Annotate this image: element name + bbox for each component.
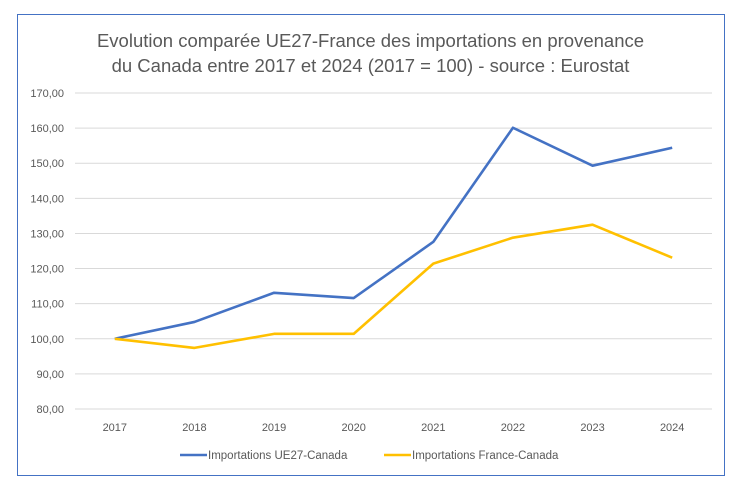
- y-tick-label: 170,00: [30, 88, 64, 100]
- x-tick-label: 2020: [341, 422, 365, 434]
- y-axis-ticks: 80,00 90,00 100,00 110,00 120,00 130,00 140,00…: [30, 88, 64, 416]
- x-axis-ticks: 2017 2018 2019 2020 2021 2022 2023 2024: [103, 422, 685, 434]
- y-tick-label: 110,00: [31, 299, 64, 311]
- x-tick-label: 2024: [660, 422, 684, 434]
- legend-label-2: Importations France-Canada: [412, 450, 559, 462]
- y-tick-label: 150,00: [30, 158, 64, 170]
- series-lines: [114, 126, 673, 350]
- x-tick-label: 2022: [501, 422, 525, 434]
- y-tick-label: 80,00: [36, 404, 64, 416]
- y-tick-label: 160,00: [30, 123, 64, 135]
- y-tick-label: 120,00: [30, 264, 64, 276]
- x-tick-label: 2021: [421, 422, 445, 434]
- x-tick-label: 2018: [182, 422, 206, 434]
- legend: Importations UE27-Canada Importations Fra…: [180, 450, 559, 462]
- x-tick-label: 2017: [103, 422, 127, 434]
- x-tick-label: 2023: [580, 422, 604, 434]
- y-tick-label: 100,00: [30, 334, 64, 346]
- gridlines: [75, 92, 712, 410]
- chart-title-line-1: Evolution comparée UE27-France des impor…: [96, 30, 645, 51]
- legend-label-1: Importations UE27-Canada: [208, 450, 348, 462]
- x-tick-label: 2019: [262, 422, 286, 434]
- chart-frame: [17, 14, 725, 476]
- chart-title-line-2: du Canada entre 2017 et 2024 (2017 = 100…: [111, 55, 630, 76]
- series-line-2: [114, 223, 673, 350]
- series-line-1: [114, 126, 673, 341]
- y-tick-label: 90,00: [36, 369, 64, 381]
- chart-title: Evolution comparée UE27-France des impor…: [0, 28, 741, 78]
- y-tick-label: 130,00: [30, 228, 64, 240]
- y-tick-label: 140,00: [30, 193, 64, 205]
